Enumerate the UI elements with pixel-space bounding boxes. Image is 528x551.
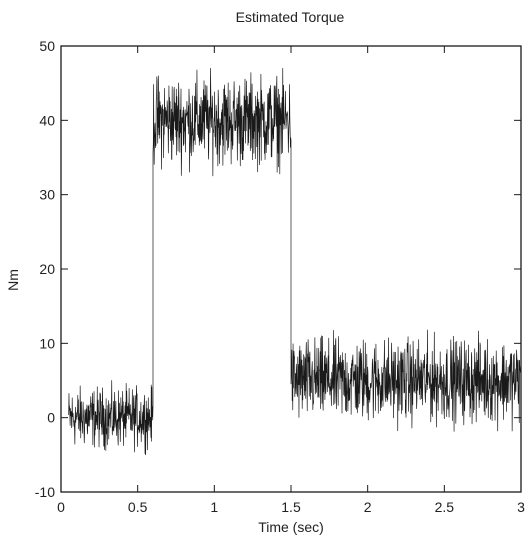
y-tick-label: 0 — [47, 410, 55, 426]
x-tick-label: 2.5 — [435, 499, 455, 515]
torque-series-line — [68, 67, 522, 456]
x-tick-label: 1 — [210, 499, 218, 515]
y-tick-label: -10 — [35, 484, 55, 500]
y-tick-label: 20 — [39, 261, 55, 277]
x-tick-label: 3 — [517, 499, 525, 515]
y-axis-title: Nm — [5, 269, 21, 291]
x-tick-label: 0 — [57, 499, 65, 515]
x-tick-label: 1.5 — [281, 499, 301, 515]
y-tick-label: 40 — [39, 112, 55, 128]
y-tick-label: 10 — [39, 335, 55, 351]
y-tick-label: 50 — [39, 38, 55, 54]
y-tick-label: 30 — [39, 187, 55, 203]
chart-title: Estimated Torque — [236, 9, 345, 25]
x-axis-title: Time (sec) — [258, 519, 324, 535]
data-layer — [68, 67, 522, 456]
x-tick-label: 0.5 — [128, 499, 148, 515]
x-tick-label: 2 — [364, 499, 372, 515]
